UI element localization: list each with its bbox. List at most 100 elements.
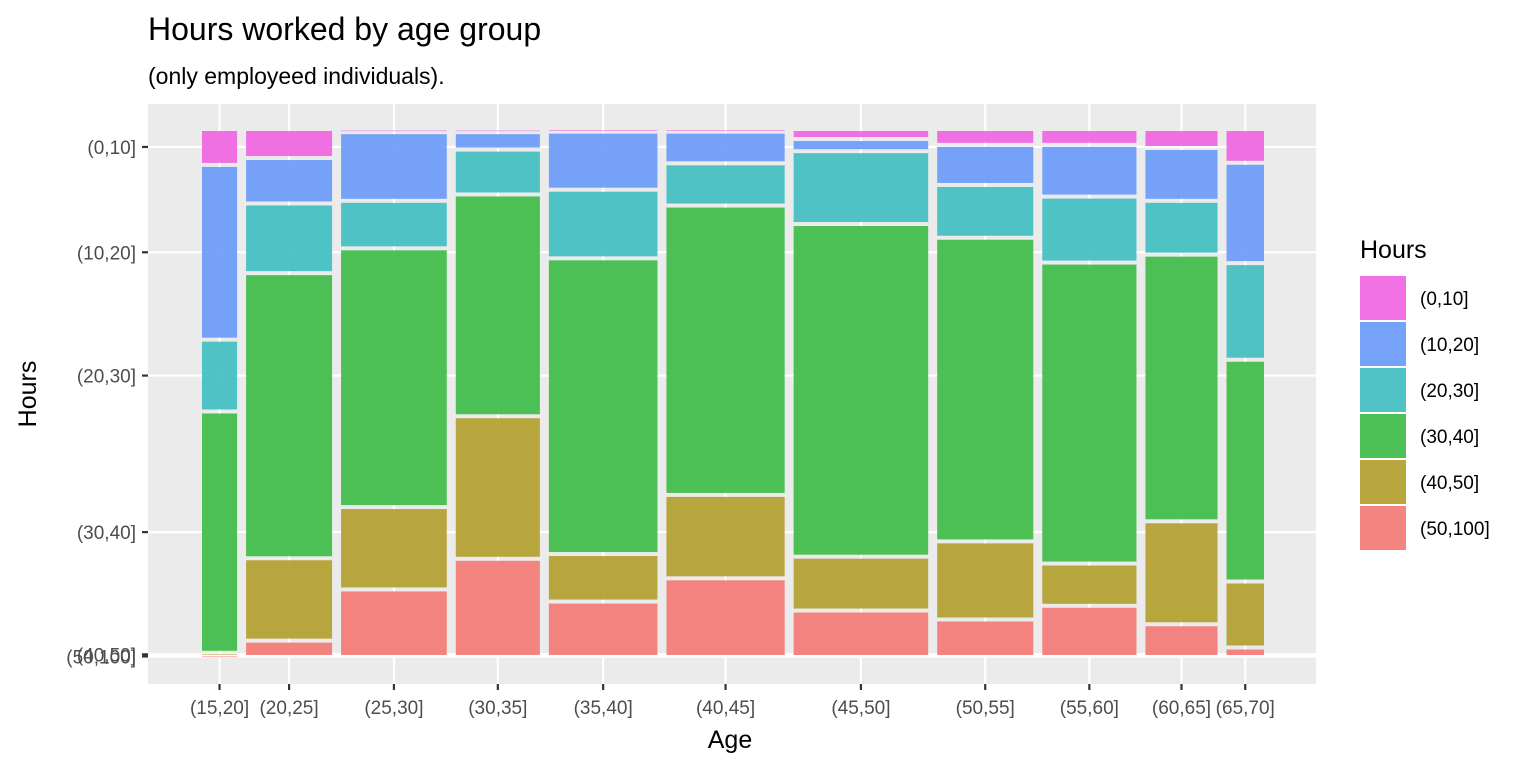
x-axis: (15,20] (20,25] (25,30] (30,35] (35,40] (40,4…	[190, 684, 1275, 719]
tile-7-1	[793, 131, 929, 138]
tile-6-6	[666, 580, 785, 655]
legend-label: (40,50]	[1420, 473, 1479, 494]
tile-7-6	[793, 612, 929, 655]
tile-8-5	[937, 543, 1034, 618]
x-tick-label: (30,35]	[468, 698, 527, 719]
tile-2-4	[246, 275, 333, 557]
tile-3-6	[341, 591, 447, 655]
tile-11-1	[1226, 131, 1264, 161]
tile-9-3	[1042, 198, 1137, 261]
legend-key	[1360, 460, 1406, 504]
tile-4-6	[455, 560, 540, 655]
tile-1-1	[202, 131, 238, 163]
tile-1-3	[202, 341, 238, 410]
tile-6-5	[666, 496, 785, 577]
tile-5-4	[548, 260, 658, 553]
tile-1-5	[202, 654, 238, 655]
legend-label: (0,10]	[1420, 289, 1469, 310]
x-tick-label: (15,20]	[190, 698, 249, 719]
tile-8-4	[937, 239, 1034, 540]
legend-key	[1360, 414, 1406, 458]
y-tick-label: (50,100]	[66, 647, 136, 668]
tile-8-6	[937, 621, 1034, 655]
legend-title: Hours	[1360, 236, 1427, 264]
tile-6-2	[666, 133, 785, 162]
tile-10-6	[1145, 626, 1218, 655]
tile-3-5	[341, 509, 447, 588]
tile-9-5	[1042, 565, 1137, 604]
tile-1-6	[202, 656, 238, 658]
tile-5-5	[548, 556, 658, 600]
chart-subtitle: (only employeed individuals).	[148, 63, 445, 89]
tile-1-4	[202, 413, 238, 651]
tile-3-2	[341, 134, 447, 199]
tile-4-2	[455, 134, 540, 148]
tile-11-4	[1226, 361, 1264, 580]
tile-8-3	[937, 186, 1034, 236]
x-tick-label: (35,40]	[574, 698, 633, 719]
tile-7-3	[793, 153, 929, 223]
legend-label: (20,30]	[1420, 381, 1479, 402]
tile-8-1	[937, 131, 1034, 143]
tile-6-4	[666, 207, 785, 493]
y-axis: (0,10] (10,20] (20,30] (30,40] (40,50](50,10…	[66, 138, 148, 668]
x-tick-label: (20,25]	[259, 698, 318, 719]
tile-6-1	[666, 130, 785, 131]
tile-9-2	[1042, 146, 1137, 195]
legend-key	[1360, 506, 1406, 550]
tile-4-3	[455, 151, 540, 193]
x-tick-label: (45,50]	[831, 698, 890, 719]
x-axis-title: Age	[708, 726, 752, 754]
tile-5-6	[548, 603, 658, 655]
tile-5-3	[548, 191, 658, 257]
tile-6-3	[666, 165, 785, 204]
tile-3-1	[341, 130, 447, 132]
tile-11-2	[1226, 164, 1264, 262]
y-tick-label: (20,30]	[77, 367, 136, 388]
tile-7-4	[793, 226, 929, 555]
x-tick-label: (50,55]	[956, 698, 1015, 719]
tile-7-2	[793, 141, 929, 150]
legend-label: (10,20]	[1420, 335, 1479, 356]
tile-4-4	[455, 196, 540, 415]
x-tick-label: (60,65]	[1152, 698, 1211, 719]
tile-11-5	[1226, 583, 1264, 646]
tile-10-4	[1145, 256, 1218, 520]
legend-label: (30,40]	[1420, 427, 1479, 448]
tile-4-1	[455, 130, 540, 132]
legend-key	[1360, 368, 1406, 412]
tile-7-5	[793, 558, 929, 609]
tile-9-4	[1042, 264, 1137, 562]
tile-3-4	[341, 250, 447, 506]
x-tick-label: (40,45]	[696, 698, 755, 719]
tile-10-5	[1145, 523, 1218, 623]
y-tick-label: (10,20]	[77, 243, 136, 264]
y-tick-label: (30,40]	[77, 523, 136, 544]
y-axis-title: Hours	[14, 361, 42, 428]
tile-2-6	[246, 642, 333, 655]
mosaic-tiles	[202, 130, 1264, 658]
tile-1-2	[202, 166, 238, 338]
legend: Hours (0,10] (10,20] (20,30] (30,40] (40,50]…	[1360, 236, 1490, 550]
tile-10-2	[1145, 150, 1218, 199]
x-tick-label: (55,60]	[1060, 698, 1119, 719]
tile-3-3	[341, 202, 447, 247]
chart-title: Hours worked by age group	[148, 11, 541, 47]
tile-2-2	[246, 160, 333, 202]
legend-key	[1360, 276, 1406, 320]
tile-2-3	[246, 205, 333, 272]
y-tick-label: (40,50]	[77, 645, 136, 666]
tile-9-1	[1042, 131, 1137, 143]
legend-key	[1360, 322, 1406, 366]
tile-8-2	[937, 146, 1034, 183]
tile-2-5	[246, 560, 333, 639]
tile-11-3	[1226, 265, 1264, 358]
x-tick-label: (65,70]	[1216, 698, 1275, 719]
y-tick-label: (0,10]	[87, 138, 136, 159]
legend-label: (50,100]	[1420, 519, 1490, 540]
tile-11-6	[1226, 649, 1264, 655]
tile-9-6	[1042, 607, 1137, 655]
tile-2-1	[246, 131, 333, 157]
x-tick-label: (25,30]	[364, 698, 423, 719]
